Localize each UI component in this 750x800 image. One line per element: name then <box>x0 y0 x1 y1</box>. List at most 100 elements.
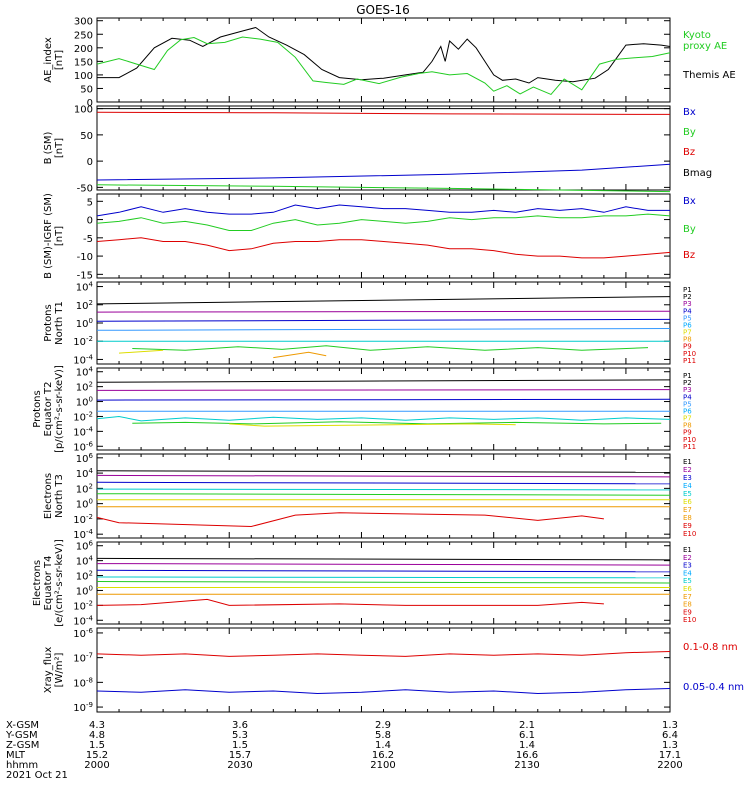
panel-1: 300 250 200 150 100 50 0 AE_index[nT] Kyoto proxy… <box>43 17 736 109</box>
y-tick-label: 102 <box>76 482 93 495</box>
footer-value: 16.6 <box>516 750 538 761</box>
legend-entry-e10: E10 <box>683 530 696 538</box>
legend-entry-e6: E6 <box>683 585 692 593</box>
series-line-p6 <box>96 415 671 422</box>
footer-value: 2030 <box>227 760 252 771</box>
y-tick-label: 104 <box>76 366 94 379</box>
footer-row-label: 2021 Oct 21 <box>6 770 68 781</box>
legend-entry-p4: P4 <box>683 393 692 401</box>
footer-value: 5.8 <box>375 730 391 741</box>
legend-entry-e7: E7 <box>683 593 692 601</box>
footer-value: 4.8 <box>89 730 105 741</box>
y-tick-label: 0 <box>87 98 93 109</box>
y-tick-label: -15 <box>77 270 93 281</box>
legend-entry-p9: P9 <box>683 343 692 351</box>
series-line-p4 <box>96 318 671 322</box>
footer-value: 15.2 <box>86 750 108 761</box>
series-line-themis-ae <box>97 26 671 84</box>
footer-value: 1.3 <box>662 740 678 751</box>
footer-value: 4.3 <box>89 720 105 731</box>
footer-value: 17.1 <box>659 750 681 761</box>
legend-entry-0-1-0-8-nm: 0.1-0.8 nm <box>683 642 738 653</box>
series-line-e4 <box>96 576 671 579</box>
footer-value: 15.7 <box>229 750 251 761</box>
series-line-p10 <box>118 349 164 354</box>
legend-entry-p10: P10 <box>683 350 696 358</box>
footer-value: 2200 <box>657 760 682 771</box>
y-tick-label: 250 <box>74 30 93 41</box>
legend-entry-kyoto-proxy-ae: Kyoto proxy AE <box>683 30 727 52</box>
y-tick-label: 100 <box>74 71 93 82</box>
y-tick-label: 10-8 <box>73 676 93 689</box>
legend-entry-themis-ae: Themis AE <box>682 70 736 81</box>
legend-entry-bmag: Bmag <box>683 168 712 179</box>
legend-entry-e10: E10 <box>683 616 696 624</box>
series-line-p9 <box>132 345 649 351</box>
footer-row-label: Z-GSM <box>6 740 39 751</box>
panel-frame <box>96 105 671 191</box>
legend-entry-e2: E2 <box>683 554 692 562</box>
footer-value: 2130 <box>514 760 539 771</box>
y-tick-label: 300 <box>74 17 93 28</box>
series-line-0-1-0-8-nm <box>96 651 671 657</box>
y-tick-label: 50 <box>80 84 93 95</box>
series-line-p1 <box>96 296 671 305</box>
series-line-e3 <box>96 569 671 573</box>
y-tick-label: 5 <box>87 197 93 208</box>
y-tick-label: -10 <box>77 252 93 263</box>
footer-value: 6.4 <box>662 730 678 741</box>
chart-title: GOES-16 <box>356 3 410 17</box>
series-line-by <box>96 213 671 231</box>
y-tick-label: 100 <box>76 584 93 597</box>
legend-entry-e3: E3 <box>683 474 692 482</box>
legend-entry-p5: P5 <box>683 400 692 408</box>
legend-entry-bz: Bz <box>683 250 695 261</box>
panel-frame <box>96 627 671 713</box>
legend-entry-e9: E9 <box>683 522 692 530</box>
y-tick-label: 104 <box>76 555 94 568</box>
series-line-e9 <box>96 598 604 606</box>
y-tick-label: 10-7 <box>73 652 93 665</box>
series-line-p3 <box>96 389 671 391</box>
y-tick-label: 0 <box>87 216 93 227</box>
series-line-e4 <box>96 488 671 491</box>
y-tick-label: 0 <box>87 157 93 168</box>
y-tick-label: 100 <box>76 498 93 511</box>
y-tick-label: 102 <box>76 381 93 394</box>
series-line-bz <box>96 111 671 115</box>
legend-entry-p7: P7 <box>683 329 692 337</box>
legend-entry-p4: P4 <box>683 307 692 315</box>
y-axis-label: Xray_flux[W/m²] <box>43 647 65 694</box>
series-line-kyoto-proxy-ae <box>96 36 671 96</box>
y-tick-label: 100 <box>74 105 93 116</box>
y-tick-label: 100 <box>76 317 93 330</box>
footer-value: 5.3 <box>232 730 248 741</box>
y-tick-label: 10-2 <box>73 599 93 612</box>
series-line-e2 <box>96 563 671 566</box>
legend-entry-bx: Bx <box>683 107 696 118</box>
panel-3: 5 0 -5 -10 -15 B (SM)-IGRF (SM)[nT] Bx By Bz <box>43 193 696 281</box>
series-line-e2 <box>96 474 671 478</box>
legend-entry-e1: E1 <box>683 546 692 554</box>
y-axis-label: ElectronsNorth T3 <box>43 473 65 519</box>
legend-entry-by: By <box>683 127 696 138</box>
series-line-0-05-0-4-nm <box>96 688 671 695</box>
footer-value: 1.4 <box>375 740 391 751</box>
legend-entry-0-05-0-4-nm: 0.05-0.4 nm <box>683 682 744 693</box>
legend-entry-p10: P10 <box>683 436 696 444</box>
legend-entry-p1: P1 <box>683 286 692 294</box>
series-line-p1 <box>96 379 671 383</box>
legend-entry-p5: P5 <box>683 314 692 322</box>
series-line-p9 <box>132 421 662 425</box>
legend-entry-e2: E2 <box>683 466 692 474</box>
series-line-e9 <box>96 512 604 528</box>
panel-frame <box>96 281 671 365</box>
legend-entry-e5: E5 <box>683 490 692 498</box>
footer-row-label: hhmm <box>6 760 38 771</box>
panel-4: 104 102 100 10-2 10-4 ProtonsNorth T1 P1P2P3P4… <box>43 281 696 367</box>
legend-entry-e6: E6 <box>683 498 692 506</box>
panel-frame <box>96 17 671 103</box>
footer-value: 3.6 <box>232 720 248 731</box>
y-axis-label: AE_index[nT] <box>43 37 65 83</box>
y-axis-label: B (SM)-IGRF (SM)[nT] <box>43 193 65 279</box>
